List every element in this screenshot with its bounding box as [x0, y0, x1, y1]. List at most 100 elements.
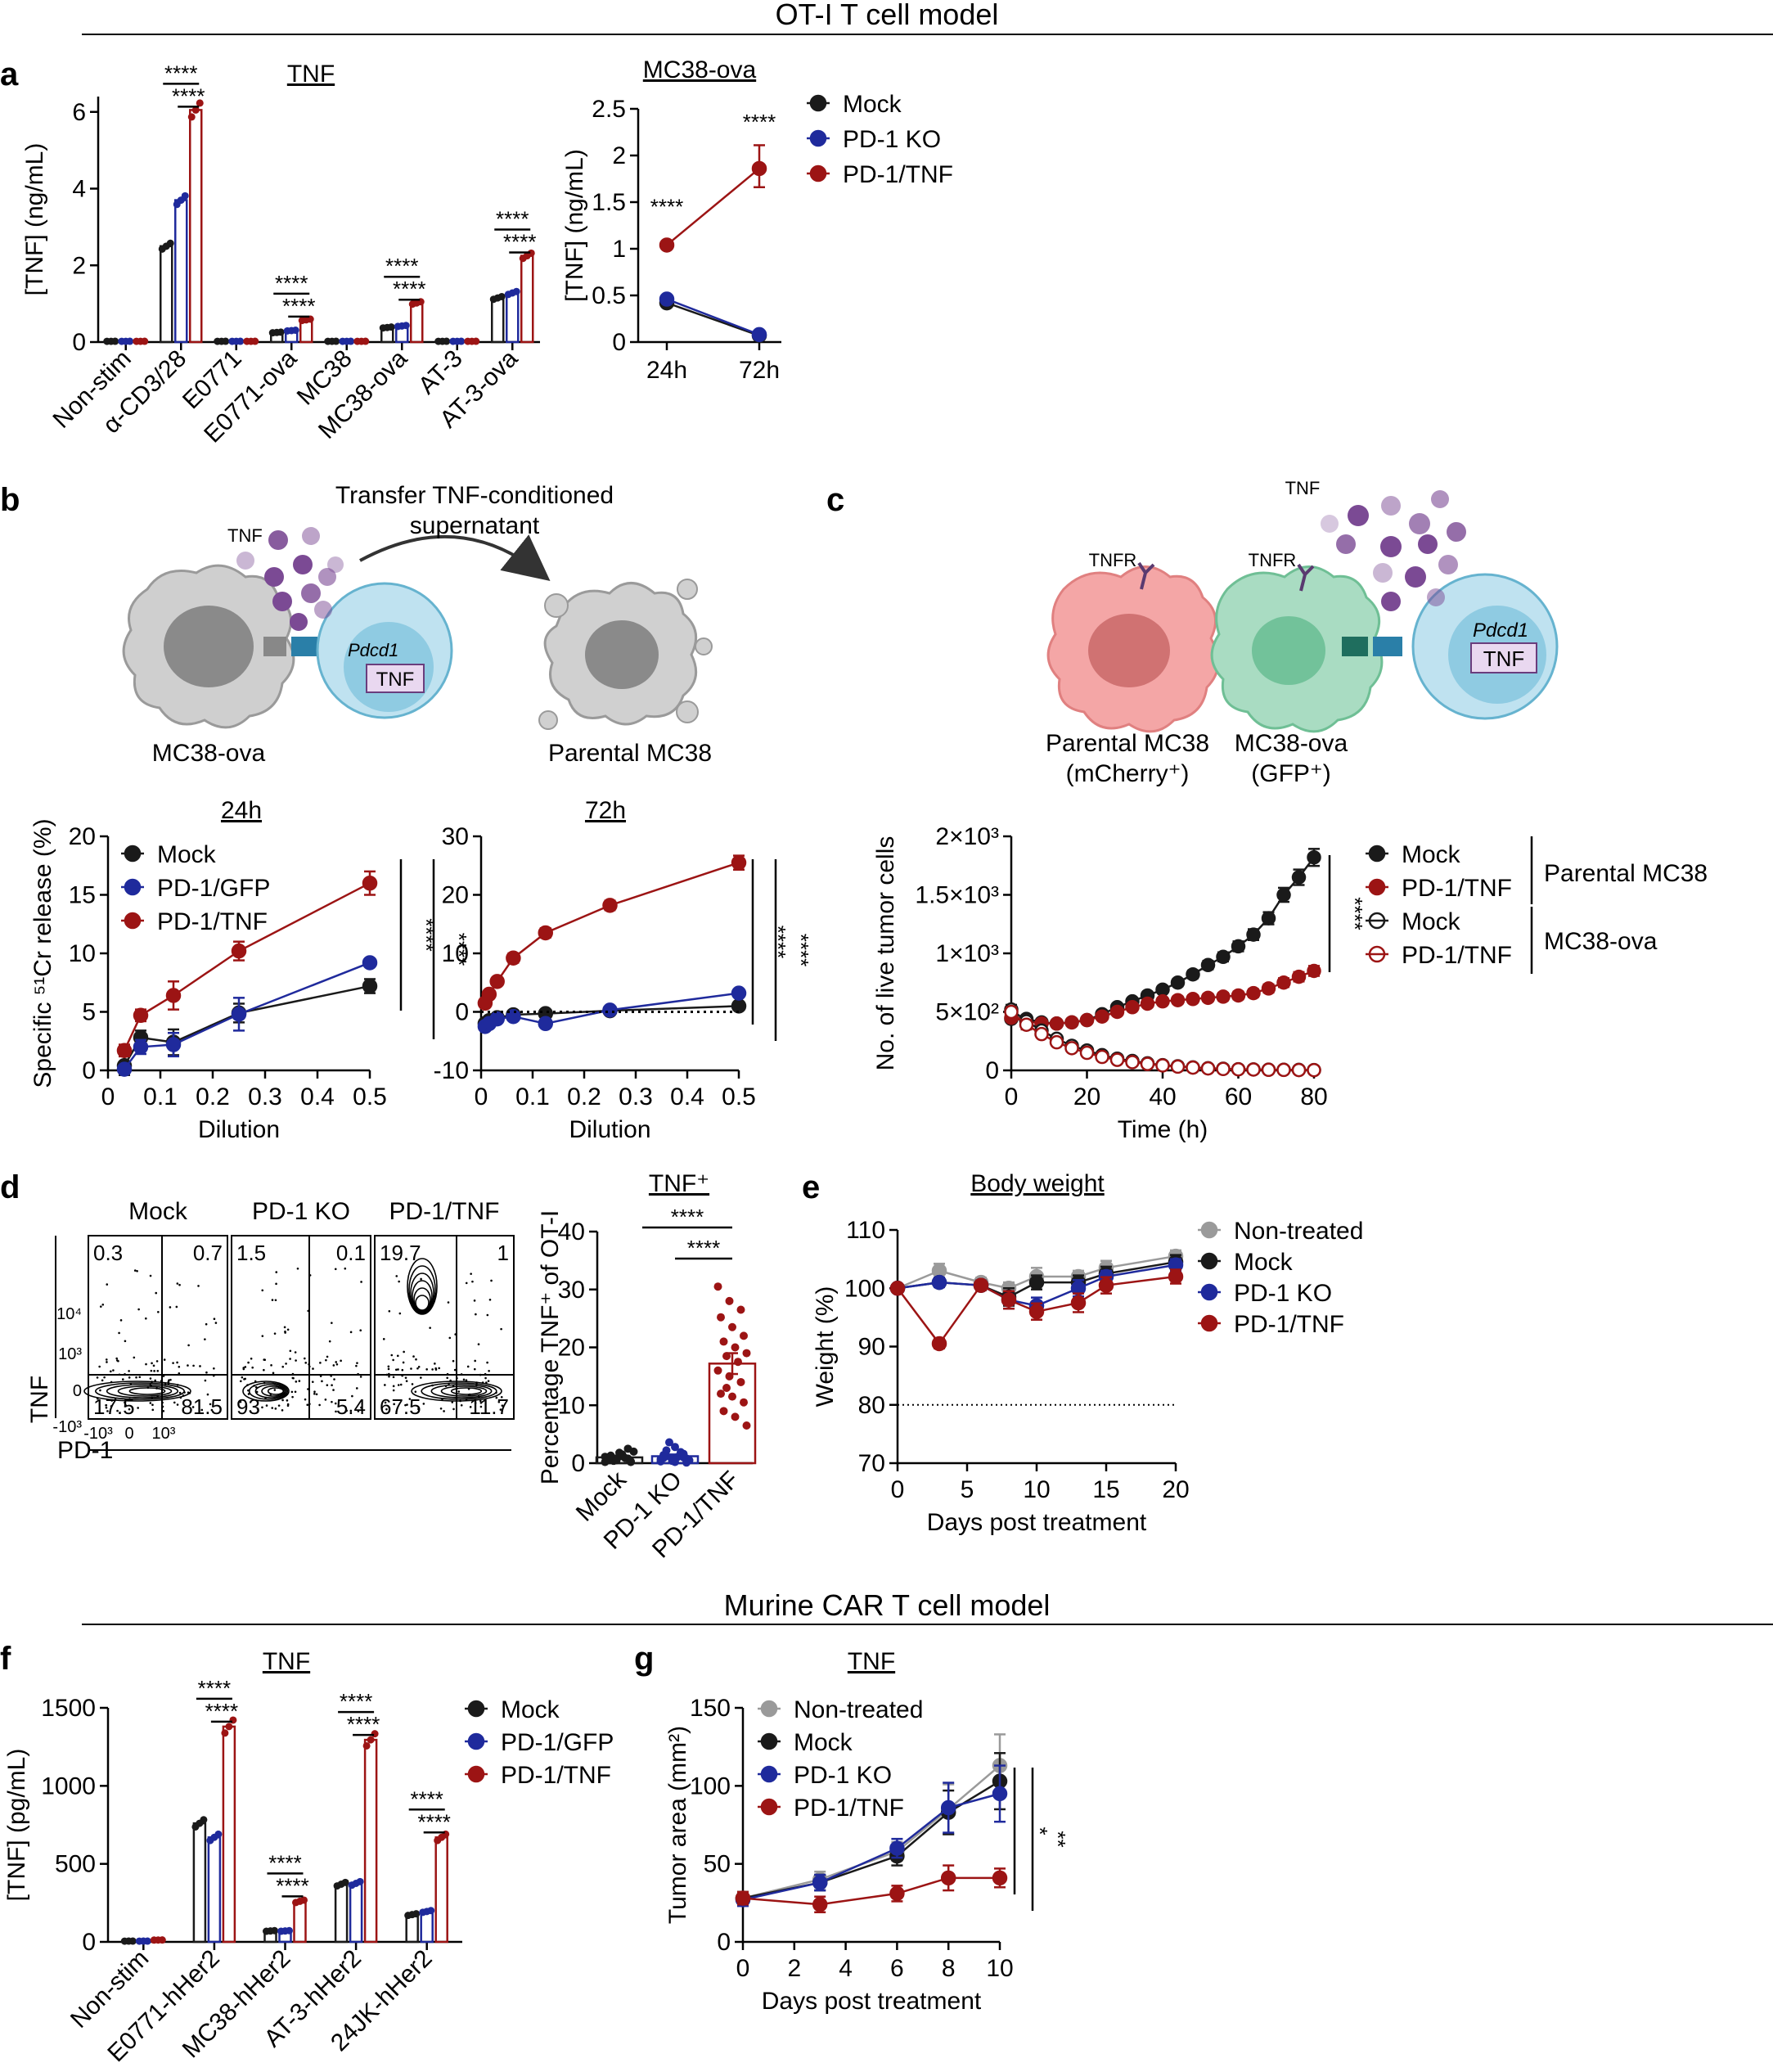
flow-y-tick: 0 — [73, 1382, 82, 1400]
x-tick-label: 4 — [839, 1955, 853, 1982]
chart-b-24h: 0 5 10 15 20 0 0.1 0.2 0.3 0.4 0.5 Specific ⁵¹Cr re… — [29, 797, 471, 1143]
event-dot — [265, 1404, 268, 1407]
replicate-dot — [196, 99, 204, 107]
event-dot — [151, 1396, 154, 1399]
event-dot — [162, 1410, 165, 1412]
replicate-dot — [141, 337, 149, 345]
y-tick-label: 1.5 — [592, 189, 626, 216]
tnfr-label-2: TNFR — [1249, 550, 1297, 570]
data-point — [1231, 1061, 1246, 1077]
bar — [222, 1725, 236, 1944]
y-axis-label: [TNF] (ng/mL) — [21, 143, 48, 296]
y-tick-label: 0.5 — [592, 282, 626, 309]
y-tick-label: 50 — [704, 1851, 731, 1878]
event-dot — [330, 1375, 332, 1377]
apoptotic-blebs — [538, 579, 713, 730]
legend-label: Non-treated — [794, 1696, 923, 1723]
event-dot — [275, 1282, 277, 1286]
event-dot — [387, 1365, 390, 1368]
y-tick-label: -10 — [434, 1057, 469, 1084]
mc38-ova-gfp-nucleus — [1252, 616, 1325, 685]
flow-plot-title: PD-1/TNF — [389, 1198, 500, 1225]
chart-title: 72h — [585, 797, 626, 824]
event-dot — [308, 1274, 312, 1277]
data-point — [1170, 993, 1186, 1007]
mc38-ova-nucleus — [164, 606, 254, 687]
x-tick-label: 0.2 — [196, 1083, 230, 1110]
data-point — [1095, 1049, 1109, 1065]
replicate-dot — [472, 337, 480, 345]
y-tick-label: 10 — [442, 940, 469, 967]
legend-label: PD-1/TNF — [794, 1795, 904, 1822]
event-dot — [212, 1374, 215, 1377]
data-point — [1231, 988, 1246, 1003]
replicate-dot — [427, 1907, 435, 1915]
y-tick-label: 0 — [985, 1057, 999, 1084]
data-point — [133, 1039, 149, 1055]
legend-label: Non-treated — [1234, 1218, 1363, 1245]
event-dot — [176, 1403, 179, 1406]
event-dot — [399, 1383, 403, 1386]
replicate-dot — [300, 1896, 308, 1904]
event-dot — [384, 1401, 387, 1404]
event-dot — [359, 1376, 362, 1378]
replicate-dot — [367, 1736, 375, 1744]
x-tick-label: 0.5 — [353, 1083, 387, 1110]
event-dot — [446, 1376, 449, 1380]
event-dot — [465, 1379, 468, 1381]
event-dot — [273, 1389, 277, 1391]
data-point — [1028, 1304, 1045, 1319]
event-dot — [439, 1407, 443, 1410]
event-dot — [151, 1362, 153, 1365]
x-tick-label: 2 — [787, 1955, 801, 1982]
replicate-dot — [271, 1926, 278, 1935]
data-point — [231, 943, 247, 959]
event-dot — [415, 1358, 417, 1361]
y-tick-label: 1×10³ — [935, 940, 999, 967]
event-dot — [351, 1394, 353, 1398]
event-dot — [251, 1366, 254, 1369]
data-point — [659, 291, 675, 307]
event-dot — [460, 1373, 463, 1376]
event-dot — [128, 1370, 130, 1372]
event-dot — [110, 1370, 112, 1373]
bar — [293, 1900, 307, 1944]
flow-plot-frame — [231, 1235, 371, 1420]
data-point — [1291, 1062, 1307, 1078]
data-point — [481, 986, 497, 1002]
replicate-dot — [362, 337, 370, 345]
significance-stars: * — [1028, 1827, 1052, 1835]
event-dot — [261, 1289, 264, 1292]
significance-stars: **** — [282, 294, 315, 318]
data-point — [735, 1890, 751, 1906]
event-dot — [420, 1277, 422, 1281]
data-point — [1186, 966, 1200, 982]
event-dot — [167, 1382, 170, 1385]
event-dot — [454, 1333, 457, 1336]
event-dot — [239, 1400, 242, 1403]
y-tick-label: 1000 — [41, 1772, 96, 1799]
data-point — [659, 237, 675, 253]
event-dot — [162, 1375, 165, 1377]
event-dot — [501, 1404, 504, 1407]
event-dot — [146, 1386, 150, 1390]
data-point — [362, 875, 378, 891]
event-dot — [149, 1402, 152, 1404]
data-point — [1001, 1292, 1017, 1308]
y-tick-label: 150 — [690, 1695, 731, 1722]
bar — [160, 245, 173, 344]
data-point — [1168, 1268, 1184, 1285]
x-tick-label: 0.3 — [248, 1083, 282, 1110]
x-tick-label: 0 — [1005, 1083, 1019, 1110]
replicate-dot — [387, 323, 395, 331]
event-dot — [466, 1365, 470, 1368]
event-dot — [431, 1368, 434, 1371]
event-dot — [285, 1363, 287, 1365]
event-dot — [453, 1368, 457, 1372]
event-dot — [335, 1363, 339, 1366]
event-dot — [448, 1382, 450, 1385]
data-point — [489, 1011, 505, 1027]
y-tick-label: 80 — [858, 1392, 885, 1419]
event-dot — [178, 1391, 182, 1394]
